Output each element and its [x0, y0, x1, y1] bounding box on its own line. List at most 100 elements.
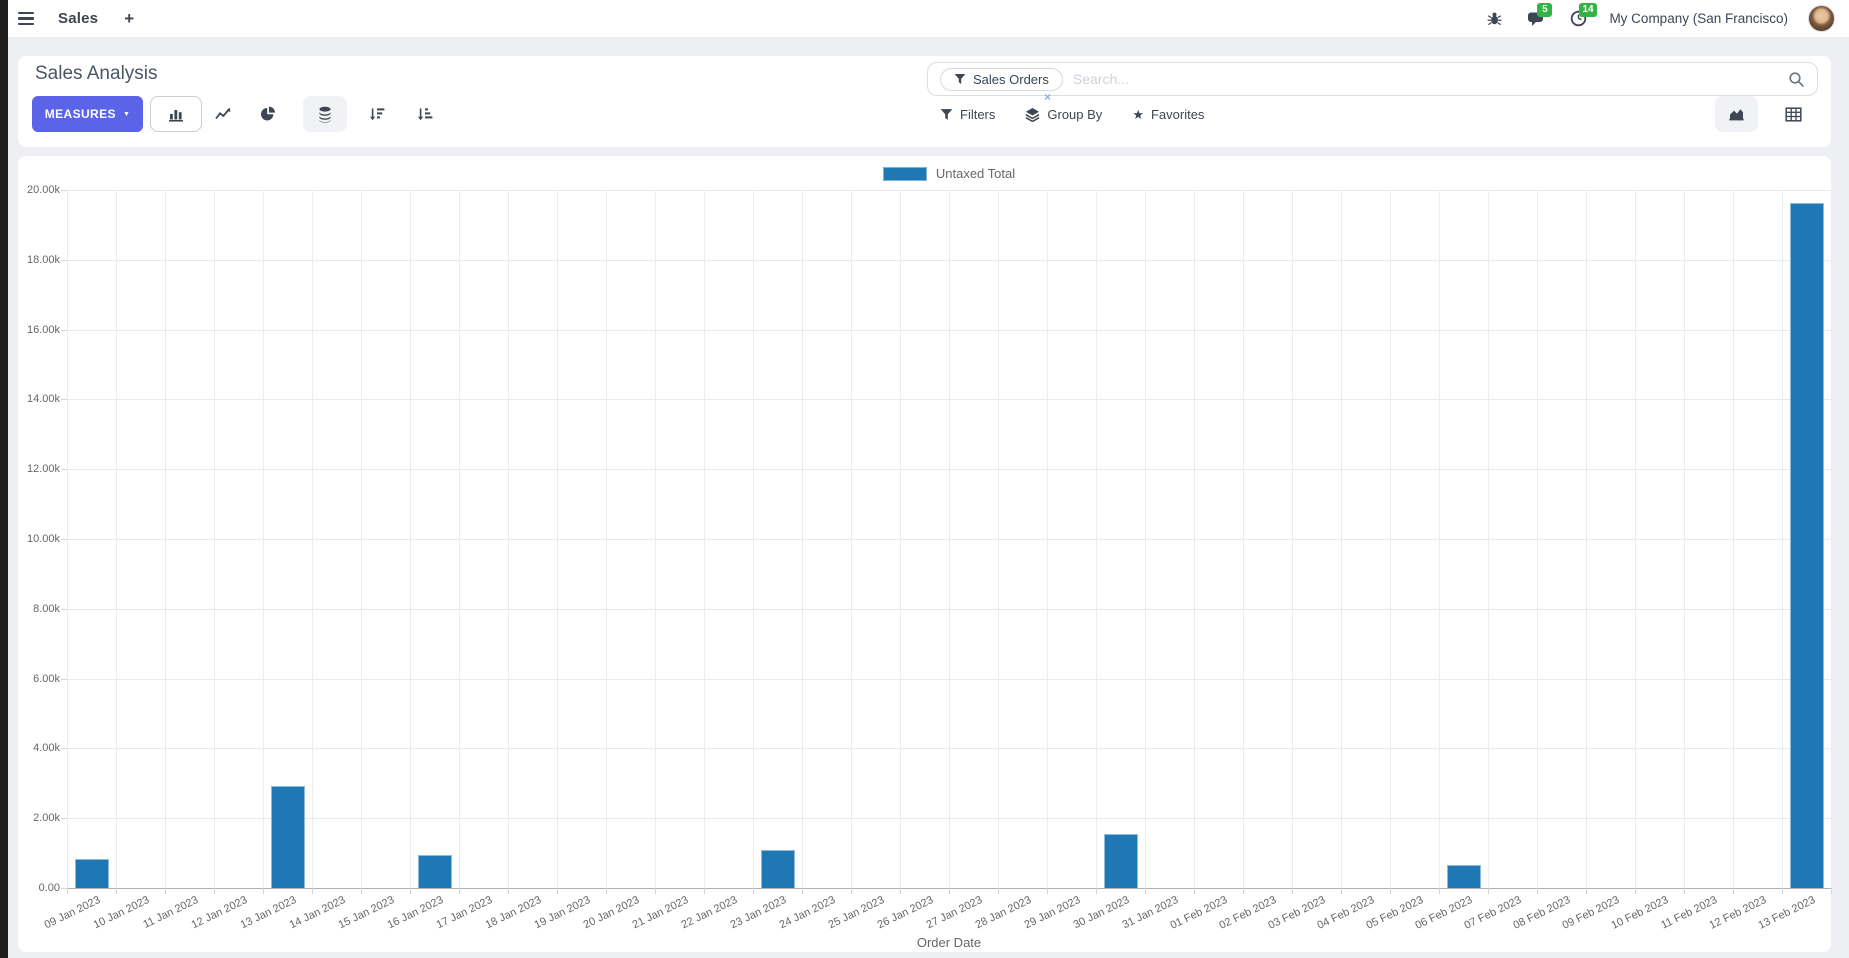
bar-16-jan-2023[interactable] — [418, 855, 452, 888]
filters-label: Filters — [960, 106, 996, 122]
view-switcher — [1715, 96, 1815, 132]
gridline — [1488, 190, 1489, 888]
x-tick — [1488, 888, 1489, 894]
gridline — [557, 190, 558, 888]
gridline — [1096, 190, 1097, 888]
facet-remove-button[interactable]: × — [1044, 90, 1052, 104]
bar-06-feb-2023[interactable] — [1447, 865, 1481, 888]
pivot-view-button[interactable] — [1772, 96, 1815, 132]
messages-button[interactable]: 5 — [1525, 2, 1553, 30]
gridline — [851, 190, 852, 888]
window-edge — [0, 0, 8, 958]
bar-30-jan-2023[interactable] — [1104, 834, 1138, 888]
y-tick — [61, 748, 67, 749]
facet-label: Sales Orders — [973, 71, 1049, 87]
y-tick — [61, 679, 67, 680]
legend-item-untaxed-total[interactable]: Untaxed Total — [67, 166, 1831, 181]
search-facet-sales-orders[interactable]: Sales Orders — [940, 67, 1063, 91]
sort-ascending-button[interactable] — [408, 96, 442, 132]
gridline — [998, 190, 999, 888]
y-tick-label: 12.00k — [26, 463, 60, 475]
new-tab-button[interactable]: + — [124, 8, 135, 28]
y-tick — [61, 539, 67, 540]
bar-13-jan-2023[interactable] — [271, 786, 305, 888]
pie-chart-mode-button[interactable] — [251, 96, 285, 132]
y-tick-label: 16.00k — [26, 324, 60, 336]
y-tick-label: 0.00 — [38, 882, 60, 894]
y-tick — [61, 818, 67, 819]
gridline — [949, 190, 950, 888]
gridline — [214, 190, 215, 888]
user-avatar[interactable] — [1808, 5, 1835, 32]
gridline — [1439, 190, 1440, 888]
gridline — [704, 190, 705, 888]
y-tick — [61, 399, 67, 400]
x-tick — [949, 888, 950, 894]
x-tick — [214, 888, 215, 894]
line-chart-icon — [215, 107, 231, 120]
gridline — [1047, 190, 1048, 888]
gridline — [606, 190, 607, 888]
clock-icon — [1570, 10, 1587, 27]
x-tick — [1194, 888, 1195, 894]
layers-icon — [1025, 107, 1040, 122]
bar-chart-icon — [169, 110, 183, 122]
bar-23-jan-2023[interactable] — [761, 850, 795, 888]
x-tick — [1292, 888, 1293, 894]
search-icon — [1789, 71, 1804, 87]
search-submit-button[interactable] — [1788, 71, 1805, 88]
gridline — [1635, 190, 1636, 888]
y-tick — [61, 888, 67, 889]
gridline — [459, 190, 460, 888]
group-by-menu-button[interactable]: Group By — [1025, 107, 1102, 122]
gridline — [1782, 190, 1783, 888]
gridline — [1831, 190, 1832, 888]
stacked-toggle-button[interactable] — [303, 96, 347, 132]
bar-13-feb-2023[interactable] — [1790, 203, 1824, 888]
bar-chart-mode-button[interactable] — [150, 96, 202, 132]
x-tick — [1439, 888, 1440, 894]
line-chart-mode-button[interactable] — [206, 96, 240, 132]
x-tick — [1341, 888, 1342, 894]
measures-button[interactable]: MEASURES ▼ — [32, 96, 143, 132]
filter-funnel-icon — [940, 108, 953, 120]
gridline — [1586, 190, 1587, 888]
debug-bug-button[interactable] — [1483, 8, 1505, 30]
x-tick — [998, 888, 999, 894]
company-switcher[interactable]: My Company (San Francisco) — [1609, 11, 1788, 26]
y-tick-label: 14.00k — [26, 393, 60, 405]
graph-view-button[interactable] — [1715, 96, 1758, 132]
y-axis-labels: 20.00k 18.00k 16.00k 14.00k 12.00k 10.00k 8.00… — [18, 184, 60, 894]
y-tick — [61, 330, 67, 331]
x-tick — [410, 888, 411, 894]
app-name[interactable]: Sales — [58, 10, 99, 27]
x-tick — [116, 888, 117, 894]
x-tick — [1047, 888, 1048, 894]
bar-09-jan-2023[interactable] — [75, 859, 109, 888]
sort-amount-desc-icon — [370, 107, 385, 120]
search-input[interactable] — [1072, 71, 1788, 87]
gridline — [1243, 190, 1244, 888]
apps-menu-icon[interactable] — [18, 6, 44, 32]
control-panel: Sales Analysis MEASURES ▼ — [18, 56, 1831, 147]
gridline — [1145, 190, 1146, 888]
y-tick-label: 4.00k — [33, 742, 60, 754]
x-tick — [165, 888, 166, 894]
x-tick — [655, 888, 656, 894]
x-tick — [1586, 888, 1587, 894]
y-tick — [61, 190, 67, 191]
gridline — [1292, 190, 1293, 888]
x-tick — [1684, 888, 1685, 894]
y-tick-label: 2.00k — [33, 812, 60, 824]
gridline — [67, 190, 68, 888]
activities-button[interactable]: 14 — [1567, 2, 1597, 30]
x-axis-title: Order Date — [916, 935, 982, 950]
x-tick — [704, 888, 705, 894]
gridline — [1684, 190, 1685, 888]
filters-menu-button[interactable]: Filters — [940, 107, 995, 122]
favorites-menu-button[interactable]: ★ Favorites — [1132, 107, 1204, 122]
x-tick — [312, 888, 313, 894]
bug-icon — [1487, 12, 1502, 26]
sort-descending-button[interactable] — [360, 96, 394, 132]
pie-chart-icon — [261, 106, 275, 121]
